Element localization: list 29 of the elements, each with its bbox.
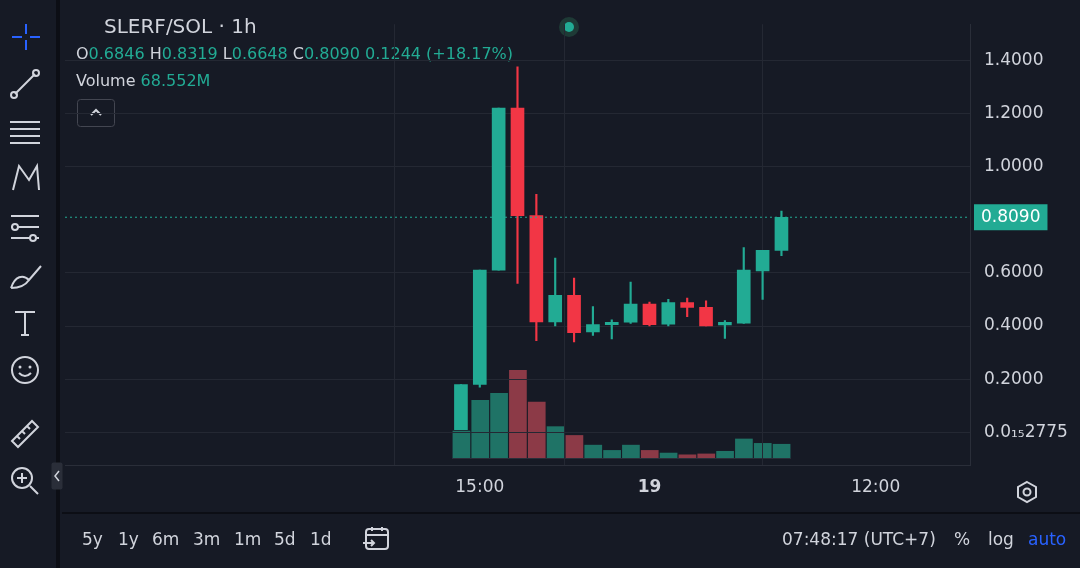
x-tick-label: 19 (637, 476, 662, 497)
annotation: Volume 68.552M (76, 71, 211, 90)
y-tick-label: 1.2000 (984, 101, 1044, 122)
y-tick-label: 1.4000 (984, 48, 1044, 69)
bar (565, 434, 583, 458)
text: log (988, 529, 1014, 549)
text: 1m (234, 529, 262, 549)
bar (546, 425, 564, 458)
y-tick-label: 0.2000 (984, 367, 1044, 388)
y-tick-label: 0.4000 (984, 314, 1044, 335)
y-tick-label: 0.6000 (984, 261, 1044, 282)
text: 5d (274, 529, 296, 549)
y-tick-label: 0.0₁₅2775 (984, 420, 1068, 441)
x-tick-label: 12:00 (851, 476, 901, 497)
text: % (954, 529, 971, 549)
ref-line-label: 0.8090 (981, 205, 1041, 226)
text: 1y (118, 529, 139, 549)
text: 6m (152, 529, 180, 549)
x-tick-label: 15:00 (455, 476, 505, 497)
bar (640, 449, 659, 458)
chart-title: SLERF/SOL · 1h (104, 14, 257, 38)
text: auto (1028, 529, 1067, 549)
text: 5y (82, 529, 103, 549)
text: 1d (310, 529, 332, 549)
text: 07:48:17 (UTC+7) (782, 529, 936, 549)
text: O0.6846 H0.8319 L0.6648 C0.8090 0.1244 (+18.17%) (76, 44, 514, 63)
y-tick-label: 1.0000 (984, 154, 1044, 175)
text: 3m (193, 529, 221, 549)
bar (659, 452, 677, 458)
